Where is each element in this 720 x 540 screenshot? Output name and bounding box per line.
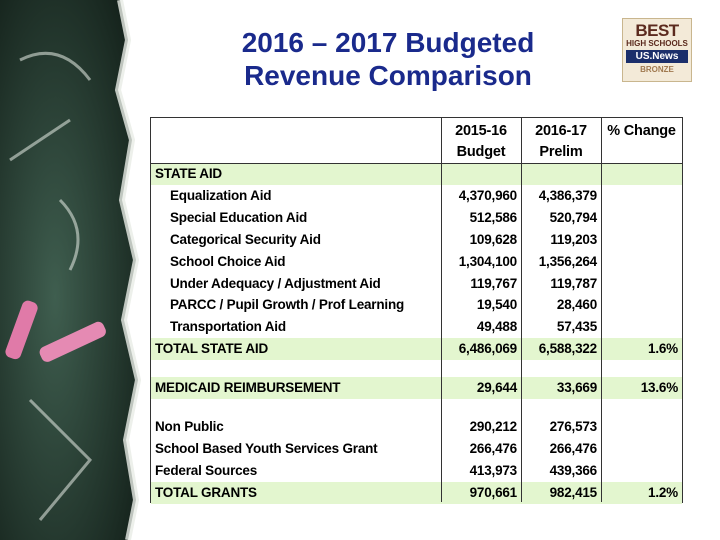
- value-cell: 520,794: [549, 209, 598, 225]
- value-cell: 266,476: [549, 440, 598, 456]
- value-cell: 970,661: [469, 484, 518, 500]
- value-cell: 29,644: [476, 380, 517, 396]
- badge-text: BEST: [635, 21, 679, 40]
- value-cell: 4,370,960: [458, 187, 517, 203]
- value-cell: 1.2%: [648, 484, 678, 500]
- value-cell: 28,460: [556, 297, 597, 313]
- value-cell: 1,304,100: [458, 253, 517, 269]
- row-label: Transportation Aid: [170, 319, 286, 335]
- value-cell: 413,973: [469, 462, 518, 478]
- value-cell: 1,356,264: [538, 253, 597, 269]
- value-cell: 19,540: [476, 297, 517, 313]
- column-line: [441, 118, 442, 502]
- column-header: % Change: [607, 123, 676, 139]
- row-label: Federal Sources: [155, 462, 258, 478]
- value-cell: 33,669: [556, 380, 597, 396]
- value-cell: 276,573: [549, 419, 598, 434]
- title-line: Revenue Comparison: [244, 60, 532, 91]
- row-highlight: [151, 338, 682, 361]
- budget-table: 2015-16 Budget 2016-17 Prelim % Change STATE …: [150, 117, 683, 504]
- column-header: Budget: [456, 144, 506, 160]
- column-header: Prelim: [539, 144, 583, 160]
- row-label: Categorical Security Aid: [170, 231, 321, 247]
- title: 2016 – 2017 Budgeted Revenue Comparison: [170, 26, 606, 92]
- value-cell: 109,628: [469, 231, 518, 247]
- value-cell: 439,366: [549, 462, 598, 478]
- row-highlight: [151, 377, 682, 399]
- value-cell: 1.6%: [648, 341, 678, 357]
- column-line: [521, 118, 522, 502]
- row-highlight: [151, 163, 682, 185]
- value-cell: 266,476: [469, 440, 518, 456]
- column-line: [601, 118, 602, 502]
- value-cell: 13.6%: [640, 380, 678, 396]
- value-cell: 119,767: [470, 275, 517, 291]
- row-label: STATE AID: [155, 166, 222, 181]
- badge: BEST HIGH SCHOOLS US.News BRONZE: [622, 18, 692, 82]
- value-cell: 6,486,069: [458, 341, 517, 357]
- value-cell: 6,588,322: [538, 341, 597, 357]
- row-label: Non Public: [155, 419, 224, 434]
- title-line: 2016 – 2017 Budgeted: [241, 27, 535, 58]
- value-cell: 49,488: [476, 319, 517, 335]
- value-cell: 982,415: [549, 484, 598, 500]
- row-label: Under Adequacy / Adjustment Aid: [170, 275, 381, 291]
- badge-text: BRONZE: [640, 65, 674, 74]
- value-cell: 119,787: [550, 275, 597, 291]
- value-cell: 57,435: [556, 319, 597, 335]
- value-cell: 512,586: [469, 209, 518, 225]
- row-label: TOTAL STATE AID: [155, 341, 268, 357]
- column-header: 2016-17: [535, 123, 587, 139]
- row-label: PARCC / Pupil Growth / Prof Learning: [170, 297, 405, 313]
- value-cell: 290,212: [469, 419, 518, 434]
- row-label: TOTAL GRANTS: [155, 484, 257, 500]
- row-highlight: [151, 481, 682, 504]
- row-label: School Choice Aid: [170, 253, 286, 269]
- badge-text: US.News: [626, 50, 688, 63]
- row-label: Equalization Aid: [170, 187, 272, 203]
- row-label: School Based Youth Services Grant: [155, 440, 378, 456]
- header-line: [151, 163, 682, 164]
- value-cell: 119,203: [550, 231, 597, 247]
- value-cell: 4,386,379: [538, 187, 597, 203]
- row-label: MEDICAID REIMBURSEMENT: [155, 380, 341, 396]
- column-header: 2015-16: [455, 123, 507, 139]
- chalkboard: [0, 0, 142, 540]
- row-label: Special Education Aid: [170, 209, 308, 225]
- badge-text: HIGH SCHOOLS: [626, 39, 688, 48]
